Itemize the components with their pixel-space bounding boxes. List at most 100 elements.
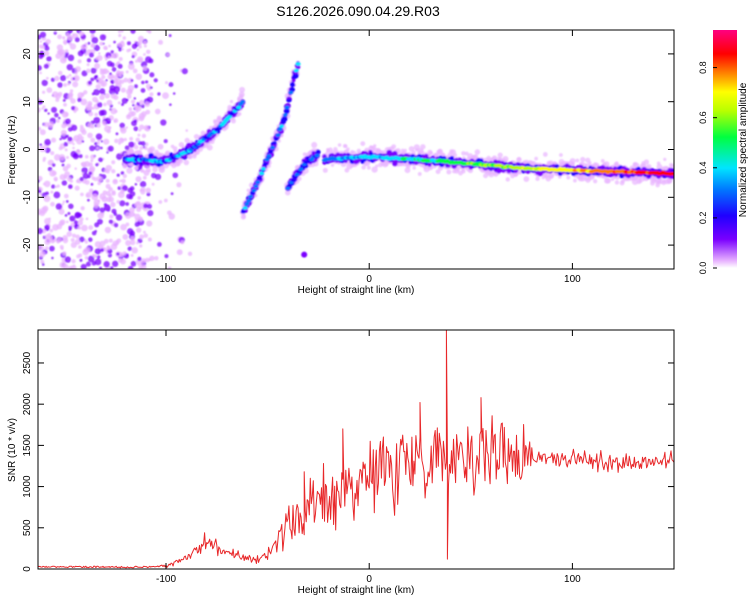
heatmap-cell — [94, 62, 101, 69]
heatmap-cell — [72, 264, 76, 268]
heatmap-cell — [79, 177, 84, 182]
heatmap-cell — [146, 220, 153, 227]
heatmap-cell — [98, 110, 105, 116]
heatmap-cell — [131, 247, 138, 254]
heatmap-cell — [133, 144, 139, 150]
heatmap-cell — [126, 41, 131, 46]
heatmap-cell — [134, 59, 138, 63]
heatmap-cell — [236, 105, 242, 110]
heatmap-cell — [70, 238, 75, 243]
heatmap-cell — [45, 38, 51, 45]
heatmap-cell — [99, 88, 106, 95]
heatmap-cell — [461, 167, 465, 172]
heatmap-cell — [67, 265, 74, 269]
heatmap-cell — [65, 134, 69, 138]
heatmap-cell — [366, 165, 371, 170]
heatmap-cell — [110, 201, 116, 208]
heatmap-cell — [38, 244, 45, 252]
heatmap-cell — [80, 206, 85, 211]
heatmap-cell — [614, 161, 619, 166]
heatmap-cell — [193, 134, 200, 140]
heatmap-cell — [92, 96, 98, 103]
heatmap-cell — [62, 200, 66, 204]
heatmap-cell — [389, 146, 395, 152]
heatmap-cell — [65, 32, 70, 37]
heatmap-cell — [140, 88, 146, 93]
heatmap-cell — [39, 129, 46, 136]
heatmap-cell — [50, 77, 55, 82]
heatmap-cell — [99, 240, 106, 247]
heatmap-cell — [180, 240, 185, 245]
heatmap-cell — [65, 199, 69, 203]
heatmap-cell — [144, 101, 151, 107]
heatmap-cell — [291, 78, 296, 83]
heatmap-cell — [77, 219, 83, 226]
heatmap-cell — [39, 40, 43, 43]
heatmap-cell — [82, 172, 89, 180]
heatmap-cell — [88, 225, 94, 231]
heatmap-cell — [90, 33, 95, 38]
heatmap-cell — [43, 63, 49, 69]
heatmap-cell — [356, 148, 362, 154]
heatmap-cell — [117, 30, 121, 34]
heatmap-cell — [120, 171, 125, 175]
colorbar-label: Normalized spectral amplitude — [738, 82, 749, 217]
heatmap-cell — [93, 116, 101, 124]
heatmap-cell — [143, 233, 149, 238]
y-tick-label: 0 — [22, 566, 33, 572]
heatmap-cell — [392, 160, 398, 167]
heatmap-cell — [346, 147, 350, 152]
heatmap-cell — [118, 33, 122, 38]
heatmap-cell — [99, 34, 107, 41]
heatmap-cell — [277, 127, 283, 132]
heatmap-cell — [146, 203, 153, 209]
heatmap-cell — [125, 202, 130, 206]
heatmap-cell — [57, 91, 63, 97]
heatmap-cell — [86, 68, 91, 74]
heatmap-cell — [488, 171, 495, 178]
heatmap-cell — [120, 102, 125, 107]
heatmap-cell — [123, 137, 127, 142]
heatmap-cell — [90, 154, 96, 160]
heatmap-cell — [569, 158, 576, 164]
heatmap-cell — [497, 152, 503, 158]
heatmap-cell — [80, 44, 86, 50]
heatmap-cell — [314, 153, 320, 158]
heatmap-cell — [128, 141, 135, 148]
heatmap-cell — [87, 41, 91, 45]
ridge-2 — [239, 61, 301, 220]
heatmap-cell — [68, 225, 73, 230]
heatmap-cell — [105, 164, 112, 172]
heatmap-cell — [146, 192, 151, 197]
heatmap-cell — [71, 124, 78, 131]
heatmap-cell — [120, 138, 124, 142]
heatmap-cell — [99, 41, 104, 46]
heatmap-cell — [518, 171, 522, 175]
heatmap-cell — [38, 54, 44, 60]
x-tick-label: 0 — [366, 274, 372, 285]
heatmap-cell — [81, 224, 88, 232]
heatmap-cell — [68, 184, 73, 189]
heatmap-cell — [41, 263, 45, 266]
heatmap-cell — [343, 144, 348, 149]
heatmap-cell — [38, 227, 43, 235]
heatmap-cell — [285, 189, 291, 196]
heatmap-cell — [417, 172, 422, 176]
heatmap-cell — [60, 129, 67, 136]
heatmap-cell — [268, 149, 274, 154]
heatmap-cell — [143, 230, 146, 234]
heatmap-cell — [111, 54, 116, 59]
heatmap-cell — [145, 187, 151, 194]
heatmap-cell — [141, 258, 147, 264]
heatmap-cell — [44, 217, 51, 225]
heatmap-cell — [330, 163, 335, 167]
heatmap-cell — [290, 83, 296, 88]
heatmap-cell — [231, 118, 236, 124]
heatmap-cell — [137, 40, 142, 46]
x-tick-label: 100 — [564, 274, 581, 285]
heatmap-cell — [120, 189, 125, 194]
heatmap-cell — [112, 260, 119, 267]
heatmap-cell — [63, 83, 68, 87]
heatmap-cell — [292, 175, 298, 180]
